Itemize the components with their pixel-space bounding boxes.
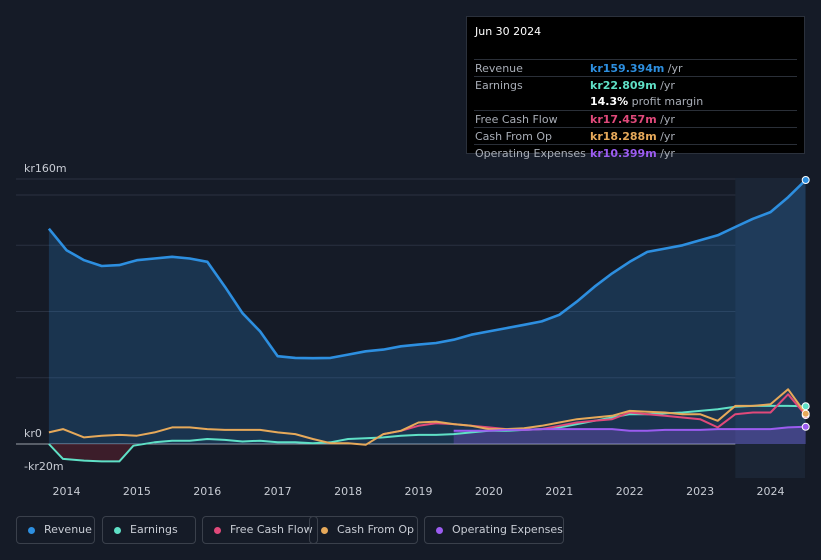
tooltip-value: kr17.457m xyxy=(590,113,657,126)
tooltip-row-cash-from-op: Cash From Op kr18.288m /yr xyxy=(474,127,797,145)
x-tick-label: 2024 xyxy=(757,485,785,498)
legend-item-operating-expenses[interactable]: Operating Expenses xyxy=(424,516,564,544)
x-axis: 2014 2015 2016 2017 2018 2019 2020 2021 2022 2023… xyxy=(53,485,785,498)
tooltip-unit: /yr xyxy=(656,113,675,126)
series-lines xyxy=(47,179,807,463)
legend-label: Operating Expenses xyxy=(452,523,563,536)
x-tick-label: 2020 xyxy=(475,485,503,498)
tooltip-row-profit-margin: 14.3% profit margin xyxy=(474,93,797,110)
legend-dot-icon xyxy=(214,527,221,534)
x-tick-label: 2021 xyxy=(545,485,573,498)
operating-expenses-end-point xyxy=(801,422,810,431)
legend-label: Revenue xyxy=(44,523,92,536)
operating-expenses-area xyxy=(453,426,806,444)
tooltip-label: Revenue xyxy=(475,62,523,75)
legend-item-cash-from-op[interactable]: Cash From Op xyxy=(309,516,418,544)
tooltip-unit: profit margin xyxy=(628,95,704,108)
revenue-end-point xyxy=(801,176,810,185)
legend-item-earnings[interactable]: Earnings xyxy=(102,516,196,544)
tooltip-panel: Jun 30 2024 Revenue kr159.394m /yr Earni… xyxy=(466,16,805,160)
y-tick-label: kr0 xyxy=(24,427,42,440)
x-tick-label: 2014 xyxy=(53,485,81,498)
tooltip-value: kr10.399m xyxy=(590,147,657,160)
x-tick-label: 2019 xyxy=(405,485,433,498)
legend-label: Cash From Op xyxy=(337,523,415,536)
tooltip-label: Free Cash Flow xyxy=(475,113,558,126)
legend-item-free-cash-flow[interactable]: Free Cash Flow xyxy=(202,516,318,544)
tooltip-row-earnings: Earnings kr22.809m /yr xyxy=(474,76,797,94)
legend-label: Earnings xyxy=(130,523,178,536)
x-tick-label: 2023 xyxy=(686,485,714,498)
revenue-line xyxy=(47,179,807,360)
tooltip-label: Earnings xyxy=(475,79,523,92)
operating-expenses-line xyxy=(453,425,806,432)
tooltip-row-free-cash-flow: Free Cash Flow kr17.457m /yr xyxy=(474,110,797,128)
legend-dot-icon xyxy=(321,527,328,534)
x-tick-label: 2018 xyxy=(334,485,362,498)
y-tick-label: -kr20m xyxy=(24,460,64,473)
series-end-markers xyxy=(801,176,810,431)
tooltip-label: Operating Expenses xyxy=(475,147,586,160)
tooltip-value: kr22.809m xyxy=(590,79,657,92)
revenue-area xyxy=(48,180,806,444)
legend-label: Free Cash Flow xyxy=(230,523,313,536)
y-axis: kr160m kr0 -kr20m xyxy=(24,162,67,473)
cash-from-op-line xyxy=(48,388,807,446)
tooltip-unit: /yr xyxy=(656,147,675,160)
tooltip-value: 14.3% xyxy=(590,95,629,108)
tooltip-value: kr18.288m xyxy=(590,130,657,143)
tooltip-label: Cash From Op xyxy=(475,130,553,143)
y-tick-label: kr160m xyxy=(24,162,67,175)
earnings-loss-area xyxy=(48,442,155,462)
x-tick-label: 2015 xyxy=(123,485,151,498)
tooltip-date: Jun 30 2024 xyxy=(475,25,542,38)
tooltip-unit: /yr xyxy=(656,79,675,92)
series-fills xyxy=(48,180,806,462)
earnings-line xyxy=(48,404,806,463)
tooltip-unit: /yr xyxy=(656,130,675,143)
tooltip-unit: /yr xyxy=(664,62,683,75)
legend-dot-icon xyxy=(114,527,121,534)
x-tick-label: 2017 xyxy=(264,485,292,498)
tooltip-row-operating-expenses: Operating Expenses kr10.399m /yr xyxy=(474,144,797,162)
tooltip-value: kr159.394m xyxy=(590,62,665,75)
cash-from-op-end-point xyxy=(801,409,810,418)
x-tick-label: 2016 xyxy=(193,485,221,498)
legend-item-revenue[interactable]: Revenue xyxy=(16,516,95,544)
earnings-end-point xyxy=(801,402,810,411)
legend-dot-icon xyxy=(28,527,35,534)
legend-dot-icon xyxy=(436,527,443,534)
x-tick-label: 2022 xyxy=(616,485,644,498)
tooltip-row-revenue: Revenue kr159.394m /yr xyxy=(474,59,797,77)
